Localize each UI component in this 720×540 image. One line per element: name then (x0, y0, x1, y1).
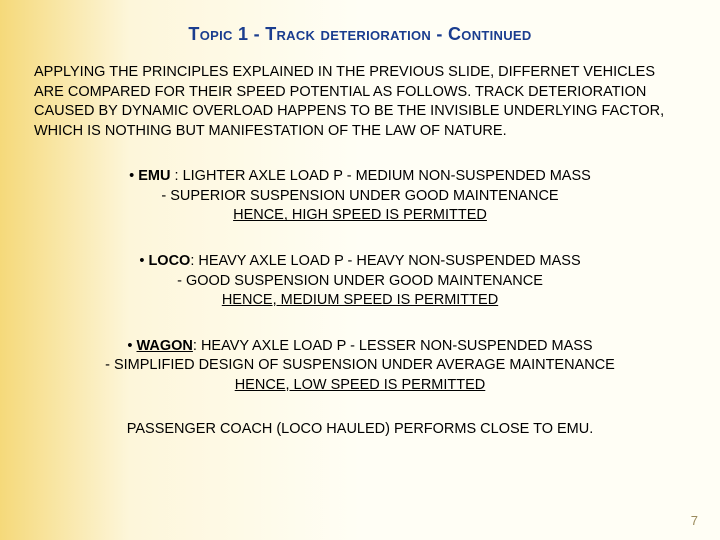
slide-title: Topic 1 - Track deterioration - Continue… (48, 24, 672, 45)
bullet-loco: • LOCO: HEAVY AXLE LOAD P - HEAVY NON-SU… (28, 252, 692, 311)
intro-paragraph: APPLYING THE PRINCIPLES EXPLAINED IN THE… (34, 63, 686, 141)
bullet-emu: • EMU : LIGHTER AXLE LOAD P - MEDIUM NON… (28, 167, 692, 226)
bullet-marker: • (127, 338, 132, 354)
bullet-line1-tail: : HEAVY AXLE LOAD P - LESSER NON-SUSPEND… (193, 338, 593, 354)
bullet-marker: • (139, 253, 144, 269)
bullet-line1-tail: : HEAVY AXLE LOAD P - HEAVY NON-SUSPENDE… (190, 253, 580, 269)
page-number: 7 (691, 513, 698, 528)
footer-note: PASSENGER COACH (LOCO HAULED) PERFORMS C… (28, 421, 692, 437)
bullet-line1-tail: : LIGHTER AXLE LOAD P - MEDIUM NON-SUSPE… (171, 168, 591, 184)
slide: Topic 1 - Track deterioration - Continue… (0, 0, 720, 540)
bullet-line2: - SIMPLIFIED DESIGN OF SUSPENSION UNDER … (105, 357, 615, 373)
bullet-conclusion: HENCE, MEDIUM SPEED IS PERMITTED (222, 292, 498, 308)
bullet-conclusion: HENCE, HIGH SPEED IS PERMITTED (233, 207, 487, 223)
bullet-line2: - GOOD SUSPENSION UNDER GOOD MAINTENANCE (177, 273, 543, 289)
bullet-label: WAGON (137, 338, 193, 354)
bullet-label: EMU (138, 168, 170, 184)
bullet-marker: • (129, 168, 134, 184)
bullet-line2: - SUPERIOR SUSPENSION UNDER GOOD MAINTEN… (161, 188, 558, 204)
bullet-wagon: • WAGON: HEAVY AXLE LOAD P - LESSER NON-… (28, 337, 692, 396)
bullet-label: LOCO (148, 253, 190, 269)
bullet-conclusion: HENCE, LOW SPEED IS PERMITTED (235, 377, 486, 393)
